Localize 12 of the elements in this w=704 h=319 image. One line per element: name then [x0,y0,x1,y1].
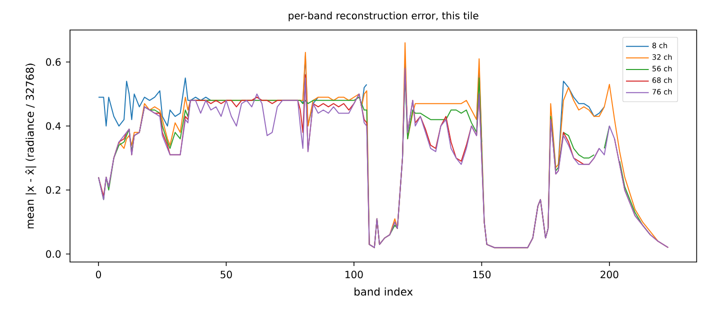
y-tick-label: 0.0 [46,250,61,258]
y-axis-title: mean |x - x̂| (radiance / 32768) [25,64,36,228]
y-tick-label: 0.4 [46,122,61,130]
y-tick-label: 0.2 [46,186,60,194]
x-axis-title: band index [354,287,413,296]
x-tick-label: 50 [220,270,232,278]
chart-title: per-band reconstruction error, this tile [288,12,478,22]
x-tick-label: 150 [473,270,491,278]
x-tick-label: 200 [600,270,618,278]
x-tick-label: 0 [96,270,101,278]
y-tick-label: 0.6 [46,58,61,66]
x-tick-label: 100 [346,270,363,278]
